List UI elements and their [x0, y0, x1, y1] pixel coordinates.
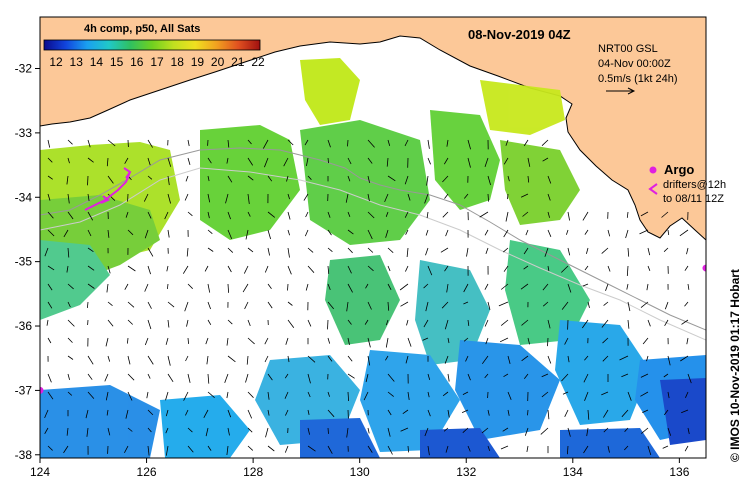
colorbar-tick-label: 12: [49, 55, 63, 69]
product-name: NRT00 GSL: [598, 43, 658, 55]
current-vector: [288, 284, 289, 291]
argo-legend-label: Argo: [664, 162, 694, 177]
y-tick-label: -33: [15, 126, 33, 140]
colorbar-ticks: 12 13 14 15 16 17 18 19 20 21 22: [49, 55, 265, 69]
current-vector: [88, 176, 89, 185]
y-tick-label: -38: [15, 448, 33, 462]
current-vector: [528, 410, 529, 415]
imos-credit: © IMOS 10-Nov-2019 01:17 Hobart: [728, 269, 742, 462]
colorbar-tick-label: 14: [90, 55, 104, 69]
colorbar-tick-label: 15: [110, 55, 124, 69]
colorbar-tick-label: 17: [150, 55, 164, 69]
drifter-legend-label-2: to 08/11 12Z: [663, 193, 724, 205]
x-tick-label: 130: [350, 465, 370, 479]
date-title: 08-Nov-2019 04Z: [468, 27, 571, 42]
x-tick-label: 136: [669, 465, 689, 479]
scale-vector-label: 0.5m/s (1kt 24h): [598, 73, 677, 85]
colorbar-title: 4h comp, p50, All Sats: [84, 23, 200, 35]
x-tick-label: 126: [137, 465, 157, 479]
current-vector: [508, 194, 509, 199]
y-tick-label: -37: [15, 383, 33, 397]
y-tick-label: -34: [15, 190, 33, 204]
x-axis: 124 126 128 130 132 134 136: [30, 458, 690, 479]
y-axis: -32 -33 -34 -35 -36 -37 -38: [15, 62, 40, 462]
y-tick-label: -35: [15, 255, 33, 269]
current-vector: [548, 338, 549, 346]
colorbar-tick-label: 21: [231, 55, 245, 69]
colorbar-gradient: [44, 40, 260, 50]
x-tick-label: 128: [243, 465, 263, 479]
colorbar-tick-label: 16: [130, 55, 144, 69]
product-time: 04-Nov 00:00Z: [598, 58, 671, 70]
colorbar-tick-label: 22: [251, 55, 265, 69]
argo-legend-icon: [650, 167, 657, 174]
current-vector: [348, 140, 349, 146]
colorbar-tick-label: 20: [211, 55, 225, 69]
x-tick-label: 132: [456, 465, 476, 479]
x-tick-label: 134: [563, 465, 583, 479]
colorbar-tick-label: 13: [70, 55, 84, 69]
current-vector: [328, 428, 329, 434]
colorbar-tick-label: 18: [171, 55, 185, 69]
y-tick-label: -32: [15, 62, 33, 76]
current-vector: [328, 320, 329, 329]
x-tick-label: 124: [30, 465, 50, 479]
colorbar-tick-label: 19: [191, 55, 205, 69]
drifter-legend-label-1: drifters@12h: [663, 179, 726, 191]
y-tick-label: -36: [15, 319, 33, 333]
